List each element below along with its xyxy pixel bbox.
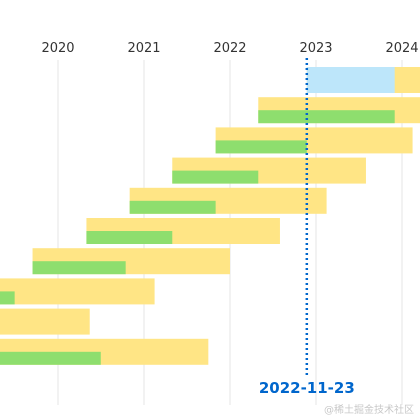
x-tick-label: 2023: [299, 41, 332, 56]
bar-green-row-7: [32, 261, 126, 275]
bar-yellow-row-8: [0, 278, 155, 305]
watermark: @稀土掘金技术社区: [324, 405, 414, 416]
bar-green-row-8: [0, 291, 15, 305]
bar-green-row-3: [215, 140, 307, 154]
bar-green-row-4: [172, 170, 259, 184]
bar-green-row-2: [258, 110, 395, 124]
today-label: 2022-11-23: [259, 379, 355, 397]
x-tick-label: 2024: [385, 41, 418, 56]
bar-yellow-row-9: [0, 308, 90, 335]
x-tick-label: 2020: [41, 41, 74, 56]
bar-green-row-10: [0, 351, 101, 365]
bar-blue-row-1: [306, 67, 395, 93]
bar-green-row-6: [86, 231, 173, 244]
x-tick-label: 2021: [127, 41, 160, 56]
bar-green-row-5: [129, 200, 216, 214]
x-tick-label: 2022: [213, 41, 246, 56]
